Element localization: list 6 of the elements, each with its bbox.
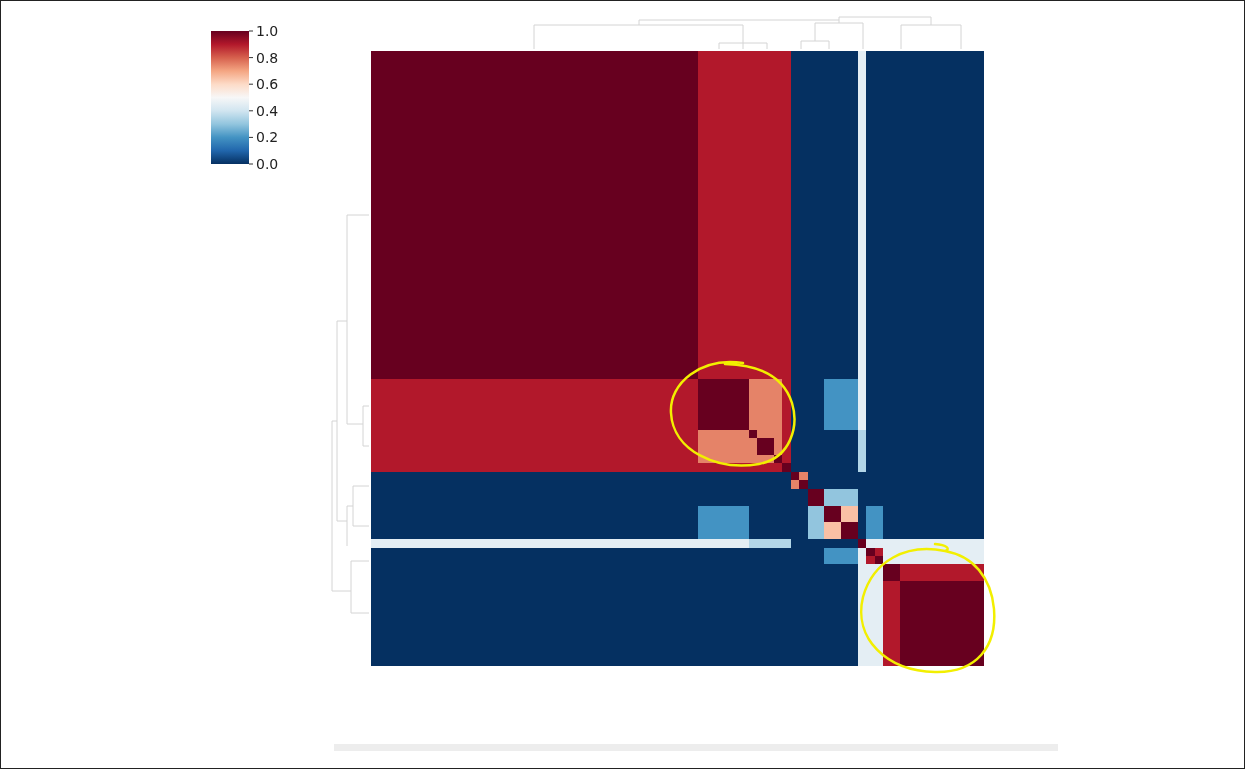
color-bar-label: 0.6 bbox=[256, 76, 279, 93]
color-bar-label: 0.8 bbox=[256, 49, 279, 66]
color-bar-label: 1.0 bbox=[256, 23, 279, 39]
color-bar-label: 0.2 bbox=[256, 129, 279, 146]
color-bar-label: 0.0 bbox=[256, 156, 279, 172]
color-bar-label: 0.4 bbox=[256, 102, 279, 119]
